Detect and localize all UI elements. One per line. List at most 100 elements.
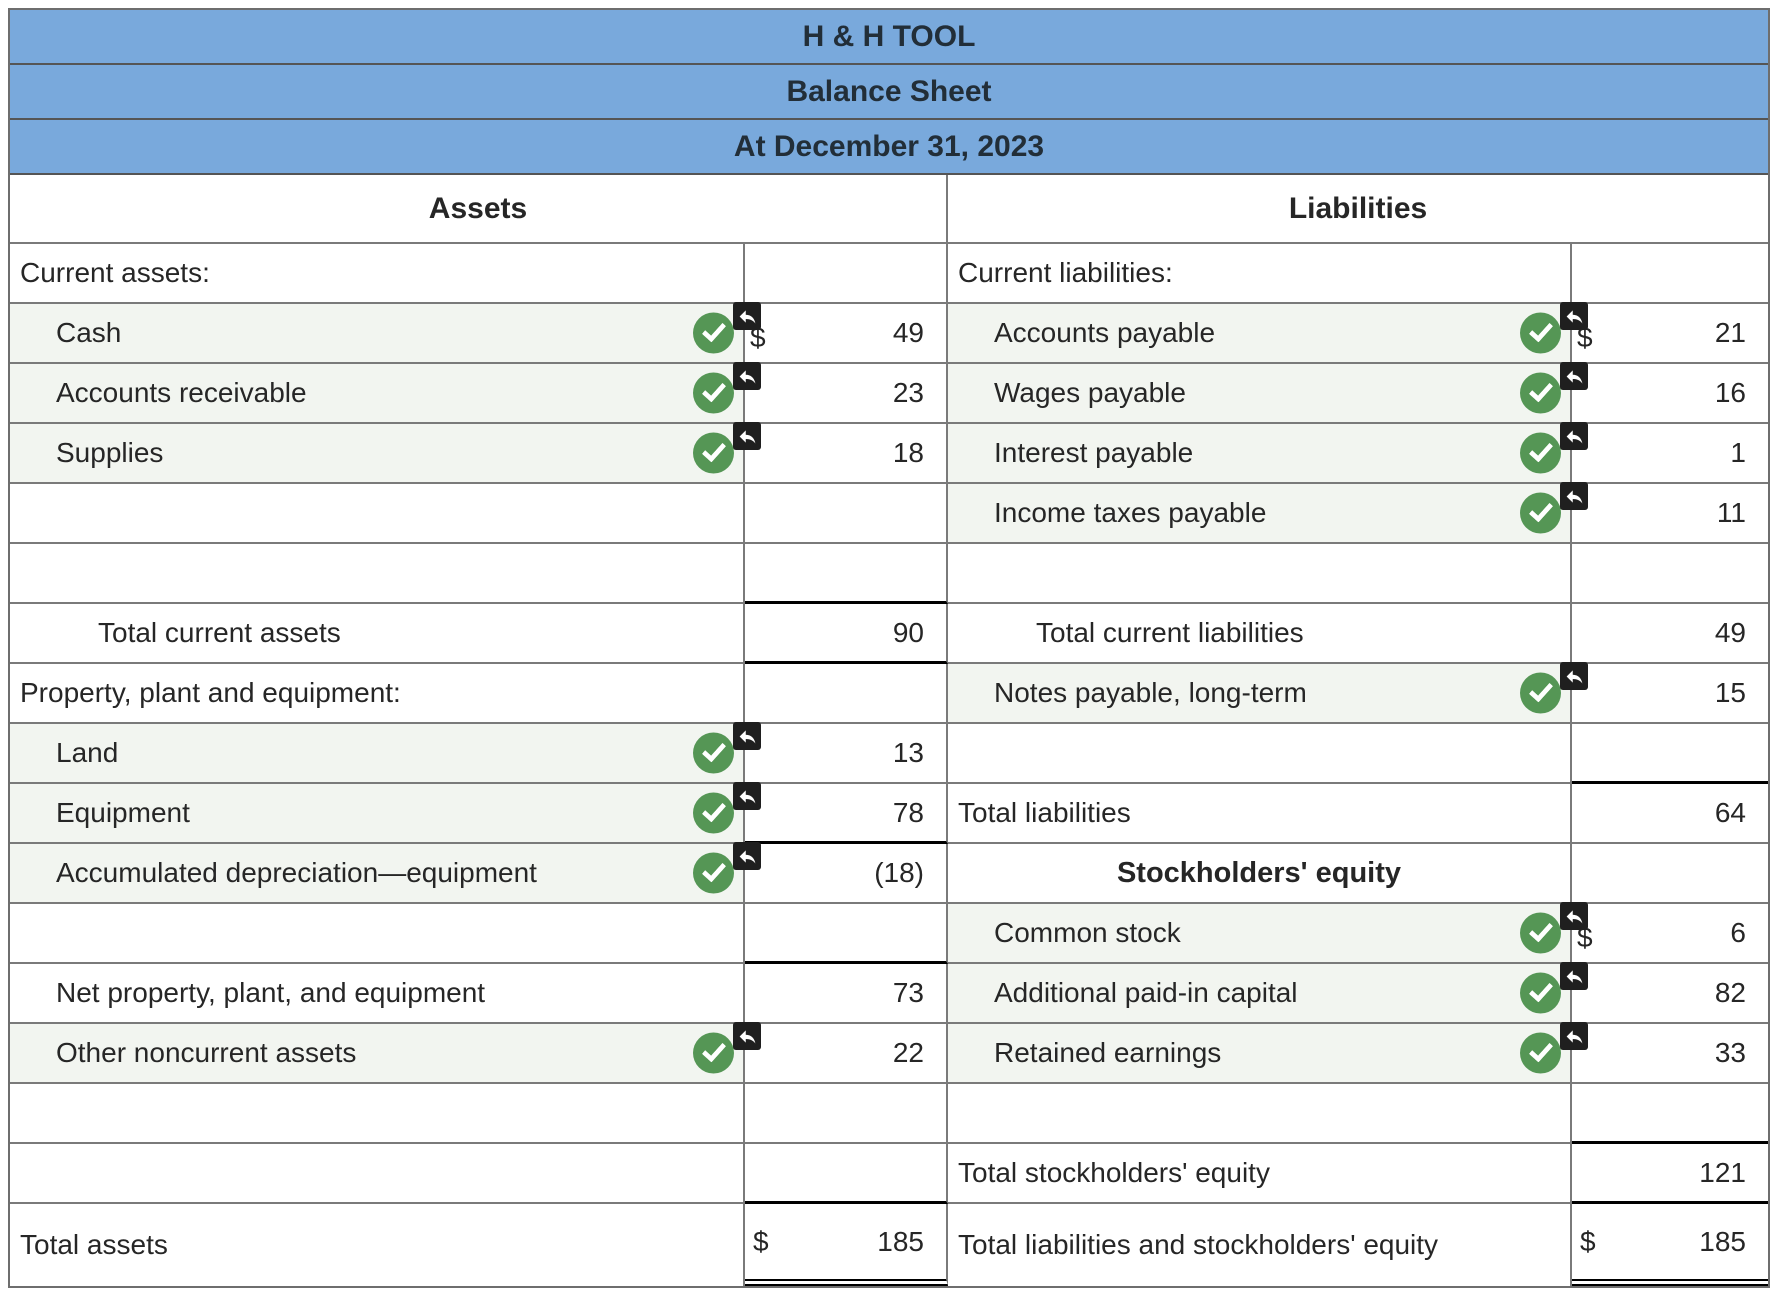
balance-sheet-table: H & H TOOL Balance Sheet At December 31,… bbox=[8, 8, 1770, 1288]
empty-label-cell bbox=[948, 724, 1572, 784]
dollar-sign: $ bbox=[1580, 1225, 1596, 1257]
undo-arrow-icon[interactable] bbox=[733, 422, 761, 450]
undo-arrow-icon[interactable] bbox=[1560, 482, 1588, 510]
empty-value-cell bbox=[745, 664, 948, 724]
interest-payable-value-cell[interactable]: 1 bbox=[1560, 422, 1768, 484]
wages-payable-label-cell[interactable]: Wages payable bbox=[948, 364, 1572, 424]
ppe-section-label-cell: Property, plant and equipment: bbox=[10, 664, 745, 724]
additional-paid-in-capital-label-cell[interactable]: Additional paid-in capital bbox=[948, 964, 1572, 1024]
check-circle-icon bbox=[693, 852, 734, 894]
current-assets-label: Current assets: bbox=[20, 257, 210, 288]
total-liabilities-value-cell: 64 bbox=[1572, 784, 1768, 844]
common-stock-label-cell[interactable]: Common stock bbox=[948, 904, 1572, 964]
undo-arrow-icon[interactable] bbox=[733, 782, 761, 810]
retained-earnings-value-cell[interactable]: 33 bbox=[1560, 1022, 1768, 1084]
cash-value-cell[interactable]: $49 bbox=[733, 302, 948, 364]
income-taxes-payable-label: Income taxes payable bbox=[994, 497, 1267, 528]
other-noncurrent-assets-value-cell[interactable]: 22 bbox=[733, 1022, 948, 1084]
total-current-assets-value-cell: 90 bbox=[745, 604, 948, 664]
accumulated-depreciation-label: Accumulated depreciation—equipment bbox=[56, 857, 537, 888]
undo-arrow-icon[interactable] bbox=[1560, 902, 1588, 930]
net-ppe-label: Net property, plant, and equipment bbox=[56, 977, 486, 1008]
accumulated-depreciation-label-cell[interactable]: Accumulated depreciation—equipment bbox=[10, 844, 745, 904]
cash-label-cell[interactable]: Cash bbox=[10, 304, 745, 364]
supplies-value-cell[interactable]: 18 bbox=[733, 422, 948, 484]
net-ppe-value: 73 bbox=[892, 977, 924, 1008]
empty-label-cell bbox=[10, 484, 745, 544]
empty-value-cell bbox=[1572, 1084, 1768, 1144]
accounts-receivable-value: 23 bbox=[892, 377, 924, 408]
total-liabilities-and-equity-label: Total liabilities and stockholders' equi… bbox=[958, 1229, 1439, 1261]
total-current-liabilities-value: 49 bbox=[1714, 617, 1746, 648]
statement-date-row: At December 31, 2023 bbox=[10, 120, 1768, 175]
equipment-label-cell[interactable]: Equipment bbox=[10, 784, 745, 844]
supplies-label-cell[interactable]: Supplies bbox=[10, 424, 745, 484]
additional-paid-in-capital-value-cell[interactable]: 82 bbox=[1560, 962, 1768, 1024]
accounts-receivable-value-cell[interactable]: 23 bbox=[733, 362, 948, 424]
statement-title: Balance Sheet bbox=[786, 74, 992, 108]
empty-value-cell bbox=[745, 244, 948, 304]
wages-payable-value-cell[interactable]: 16 bbox=[1560, 362, 1768, 424]
total-assets-value-cell: $185 bbox=[745, 1204, 948, 1286]
accumulated-depreciation-value-cell[interactable]: (18) bbox=[733, 842, 948, 904]
equipment-value-cell[interactable]: 78 bbox=[733, 782, 948, 844]
company-title-row: H & H TOOL bbox=[10, 10, 1768, 65]
undo-arrow-icon[interactable] bbox=[1560, 422, 1588, 450]
empty-value-cell bbox=[745, 484, 948, 544]
liabilities-header-text: Liabilities bbox=[1288, 191, 1428, 225]
accounts-receivable-label-cell[interactable]: Accounts receivable bbox=[10, 364, 745, 424]
land-label-cell[interactable]: Land bbox=[10, 724, 745, 784]
check-circle-icon bbox=[1520, 372, 1561, 414]
total-current-assets-label: Total current assets bbox=[98, 617, 341, 648]
accumulated-depreciation-value: (18) bbox=[874, 857, 924, 888]
income-taxes-payable-label-cell[interactable]: Income taxes payable bbox=[948, 484, 1572, 544]
accounts-payable-label: Accounts payable bbox=[994, 317, 1216, 348]
undo-arrow-icon[interactable] bbox=[1560, 662, 1588, 690]
company-title: H & H TOOL bbox=[802, 19, 976, 53]
total-current-liabilities-label-cell: Total current liabilities bbox=[948, 604, 1572, 664]
net-ppe-label-cell: Net property, plant, and equipment bbox=[10, 964, 745, 1024]
other-noncurrent-assets-label: Other noncurrent assets bbox=[56, 1037, 357, 1068]
undo-arrow-icon[interactable] bbox=[733, 722, 761, 750]
check-circle-icon bbox=[1520, 312, 1561, 354]
notes-payable-value-cell[interactable]: 15 bbox=[1560, 662, 1768, 724]
current-assets-label-cell: Current assets: bbox=[10, 244, 745, 304]
net-ppe-value-cell: 73 bbox=[745, 964, 948, 1024]
total-current-assets-value: 90 bbox=[892, 616, 924, 648]
assets-header-text: Assets bbox=[428, 191, 528, 225]
undo-arrow-icon[interactable] bbox=[1560, 362, 1588, 390]
undo-arrow-icon[interactable] bbox=[733, 842, 761, 870]
undo-arrow-icon[interactable] bbox=[1560, 1022, 1588, 1050]
total-current-liabilities-value-cell: 49 bbox=[1572, 604, 1768, 664]
check-circle-icon bbox=[693, 792, 734, 834]
total-liabilities-and-equity-label-cell: Total liabilities and stockholders' equi… bbox=[948, 1204, 1572, 1286]
undo-arrow-icon[interactable] bbox=[733, 362, 761, 390]
accounts-payable-value-cell[interactable]: $21 bbox=[1560, 302, 1768, 364]
check-circle-icon bbox=[1520, 672, 1561, 714]
retained-earnings-label-cell[interactable]: Retained earnings bbox=[948, 1024, 1572, 1084]
total-liabilities-label-cell: Total liabilities bbox=[948, 784, 1572, 844]
interest-payable-label-cell[interactable]: Interest payable bbox=[948, 424, 1572, 484]
check-circle-icon bbox=[1520, 432, 1561, 474]
accounts-payable-label-cell[interactable]: Accounts payable bbox=[948, 304, 1572, 364]
land-value-cell[interactable]: 13 bbox=[733, 722, 948, 784]
notes-payable-label-cell[interactable]: Notes payable, long-term bbox=[948, 664, 1572, 724]
empty-value-cell bbox=[1572, 724, 1768, 784]
income-taxes-payable-value-cell[interactable]: 11 bbox=[1560, 482, 1768, 544]
check-circle-icon bbox=[693, 372, 734, 414]
undo-arrow-icon[interactable] bbox=[733, 1022, 761, 1050]
undo-arrow-icon[interactable] bbox=[1560, 302, 1588, 330]
other-noncurrent-assets-value: 22 bbox=[892, 1037, 924, 1068]
total-liabilities-and-equity-value: 185 bbox=[1699, 1225, 1746, 1257]
common-stock-value-cell[interactable]: $6 bbox=[1560, 902, 1768, 964]
land-value: 13 bbox=[892, 737, 924, 768]
empty-value-cell bbox=[745, 544, 948, 604]
other-noncurrent-assets-label-cell[interactable]: Other noncurrent assets bbox=[10, 1024, 745, 1084]
undo-arrow-icon[interactable] bbox=[733, 302, 761, 330]
liabilities-section-header: Liabilities bbox=[948, 175, 1768, 244]
check-circle-icon bbox=[1520, 1032, 1561, 1074]
undo-arrow-icon[interactable] bbox=[1560, 962, 1588, 990]
assets-section-header: Assets bbox=[10, 175, 948, 244]
total-liabilities-label: Total liabilities bbox=[958, 797, 1131, 828]
empty-label-cell bbox=[948, 1084, 1572, 1144]
